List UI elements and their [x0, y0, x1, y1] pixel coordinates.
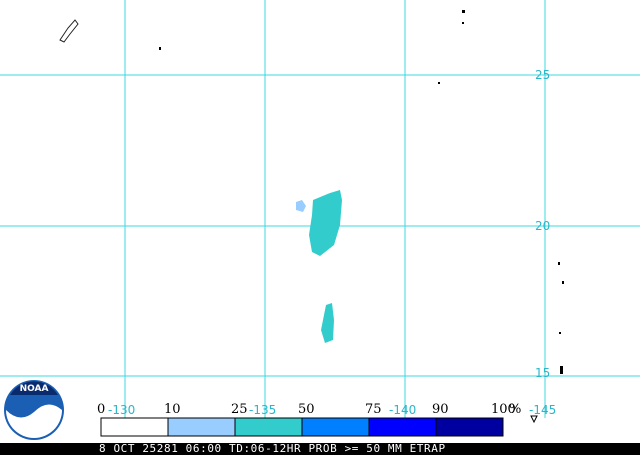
lat-label: 25	[535, 68, 550, 82]
island	[462, 22, 464, 24]
logo-text: NOAA	[20, 384, 49, 394]
island	[562, 281, 564, 284]
legend: 0 10 25 50 75 90 100%	[97, 402, 521, 437]
legend-swatch	[234, 417, 303, 437]
lon-label: -130	[108, 403, 135, 417]
lon-label: -135	[249, 403, 276, 417]
legend-label: 90	[432, 402, 449, 417]
footer-bar	[0, 443, 640, 455]
footer-text: 8 OCT 25281 06:00 TD:06-12HR PROB >= 50 …	[99, 442, 446, 455]
legend-label: 10	[164, 402, 181, 417]
lon-label: -145	[529, 403, 556, 417]
precip-areas	[296, 190, 342, 343]
lat-label: 15	[535, 366, 550, 380]
legend-label: 100	[491, 402, 516, 417]
noaa-logo: NOAA	[4, 380, 64, 440]
legend-swatch	[167, 417, 236, 437]
legend-label: 50	[298, 402, 315, 417]
legend-label: 25	[231, 402, 248, 417]
precip-area	[321, 303, 334, 343]
island	[560, 366, 563, 374]
island	[530, 415, 538, 424]
legend-label: 0	[97, 402, 105, 417]
legend-unit: %	[509, 402, 521, 417]
island	[462, 10, 465, 13]
legend-swatch	[435, 417, 504, 437]
logo-wave	[6, 404, 62, 438]
lon-label: -140	[389, 403, 416, 417]
logo-top	[10, 381, 58, 395]
precip-area	[296, 200, 306, 212]
lat-label: 20	[535, 219, 550, 233]
legend-label: 75	[365, 402, 382, 417]
island	[438, 82, 440, 84]
islands	[59, 10, 564, 424]
island	[159, 47, 161, 50]
legend-swatch	[100, 417, 169, 437]
legend-swatch	[368, 417, 437, 437]
island	[59, 19, 79, 43]
island	[559, 332, 561, 334]
legend-swatch	[301, 417, 370, 437]
island	[558, 262, 560, 265]
precip-area	[309, 190, 342, 256]
